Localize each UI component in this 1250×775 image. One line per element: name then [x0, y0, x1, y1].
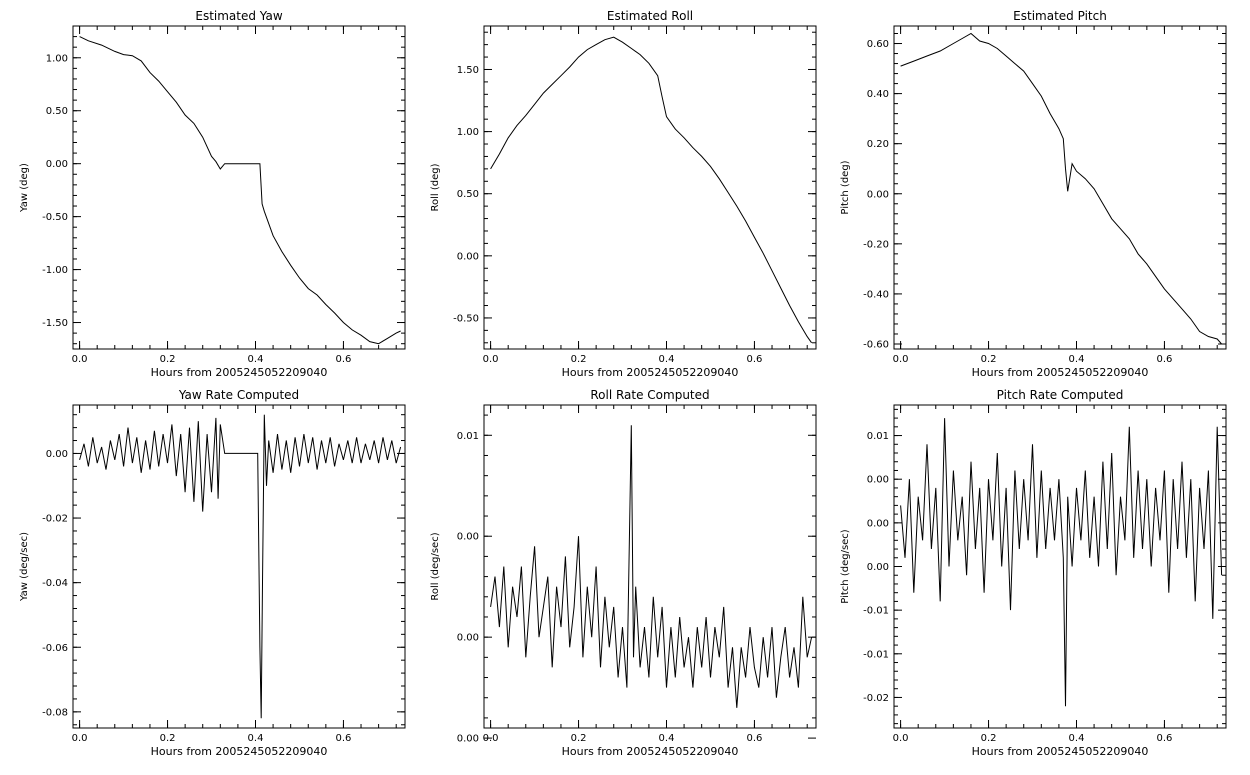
y-tick-label: -0.02 — [863, 693, 889, 704]
x-tick-label: 0.6 — [1156, 354, 1172, 365]
x-tick-label: 0.0 — [72, 733, 88, 744]
y-tick-label: 1.00 — [457, 127, 479, 138]
y-tick-label: 0.01 — [457, 431, 479, 442]
plot-frame — [483, 25, 817, 350]
y-tick-label: 1.00 — [46, 53, 68, 64]
y-tick-label: -0.04 — [42, 578, 68, 589]
y-tick-label: 0.00 — [457, 633, 479, 644]
x-axis-label: Hours from 2005245052209040 — [151, 745, 328, 758]
y-tick-label: 0.00 — [867, 189, 889, 200]
x-tick-label: 0.6 — [335, 354, 351, 365]
y-axis-label: Pitch (deg/sec) — [840, 529, 851, 604]
series-line — [490, 36, 813, 344]
plot-frame — [72, 25, 406, 350]
y-tick-label: 0.00 — [457, 251, 479, 262]
x-axis-label: Hours from 2005245052209040 — [972, 745, 1149, 758]
x-axis-label: Hours from 2005245052209040 — [562, 366, 739, 379]
plot-frame — [72, 404, 406, 729]
series-line — [900, 32, 1222, 345]
chart-title: Yaw Rate Computed — [178, 388, 299, 402]
y-tick-label: 0.20 — [867, 139, 889, 150]
y-axis-label: Pitch (deg) — [840, 160, 851, 214]
chart-title: Estimated Pitch — [1013, 9, 1107, 23]
x-tick-label: 0.6 — [335, 733, 351, 744]
y-tick-label: 0.01 — [867, 431, 889, 442]
series-line — [79, 414, 402, 719]
plot-frame — [483, 404, 817, 729]
y-tick-label: 0.00 — [867, 562, 889, 573]
x-tick-label: 0.2 — [981, 733, 997, 744]
y-axis-label: Roll (deg) — [430, 163, 441, 211]
y-tick-label: 0.50 — [46, 106, 68, 117]
y-tick-label: -0.20 — [863, 239, 889, 250]
x-tick-label: 0.4 — [248, 354, 264, 365]
x-tick-label: 0.2 — [571, 733, 587, 744]
y-axis-label: Yaw (deg/sec) — [19, 532, 30, 602]
y-tick-label: -1.00 — [42, 265, 68, 276]
panel-pitch-rate: Pitch Rate Computed Hours from 2005245052… — [840, 388, 1227, 758]
x-axis-label: Hours from 2005245052209040 — [562, 745, 739, 758]
chart-title: Roll Rate Computed — [590, 388, 709, 402]
y-tick-label: 0.00 — [457, 532, 479, 543]
y-tick-label: -0.60 — [863, 339, 889, 350]
x-tick-label: 0.2 — [160, 733, 176, 744]
series-line — [900, 418, 1223, 707]
chart-title: Estimated Yaw — [195, 9, 282, 23]
y-tick-label: 0.00 — [46, 159, 68, 170]
y-axis-label: Roll (deg/sec) — [430, 532, 441, 600]
panel-roll-rate: Roll Rate Computed Hours from 20052450522… — [430, 388, 817, 758]
x-tick-label: 0.4 — [659, 354, 675, 365]
y-tick-label: -0.50 — [453, 313, 479, 324]
y-tick-label: -0.50 — [42, 212, 68, 223]
x-axis-label: Hours from 2005245052209040 — [151, 366, 328, 379]
x-tick-label: 0.4 — [1069, 354, 1085, 365]
x-tick-label: 0.2 — [981, 354, 997, 365]
y-tick-label: 0.50 — [457, 189, 479, 200]
y-tick-label: 0.00 — [867, 518, 889, 529]
x-tick-label: 0.4 — [248, 733, 264, 744]
x-tick-label: 0.0 — [893, 733, 909, 744]
x-tick-label: 0.6 — [746, 733, 762, 744]
panel-pitch: Estimated Pitch Hours from 20052450522090… — [840, 9, 1227, 379]
chart-title: Pitch Rate Computed — [997, 388, 1124, 402]
chart-title: Estimated Roll — [607, 9, 693, 23]
x-tick-label: 0.2 — [160, 354, 176, 365]
y-tick-label: 0.00 — [867, 475, 889, 486]
y-tick-label: 0.40 — [867, 89, 889, 100]
series-line — [79, 36, 401, 345]
panel-yaw-rate: Yaw Rate Computed Hours from 200524505220… — [19, 388, 406, 758]
y-tick-label: -0.02 — [42, 514, 68, 525]
x-tick-label: 0.4 — [659, 733, 675, 744]
y-tick-label: -0.01 — [863, 649, 889, 660]
plot-frame — [893, 25, 1227, 350]
x-tick-label: 0.6 — [1156, 733, 1172, 744]
y-tick-label: -0.40 — [863, 289, 889, 300]
x-tick-label: 0.6 — [746, 354, 762, 365]
y-tick-label: 1.50 — [457, 65, 479, 76]
y-tick-label: 0.00 — [46, 449, 68, 460]
panel-yaw: Estimated Yaw Hours from 2005245052209040… — [19, 9, 406, 379]
series-line — [490, 425, 813, 708]
y-tick-label: 0.00 — [457, 734, 479, 745]
y-tick-label: -0.08 — [42, 707, 68, 718]
x-tick-label: 0.0 — [483, 354, 499, 365]
y-tick-label: -0.01 — [863, 606, 889, 617]
x-tick-label: 0.4 — [1069, 733, 1085, 744]
y-axis-label: Yaw (deg) — [19, 163, 30, 213]
y-tick-label: -1.50 — [42, 318, 68, 329]
x-axis-label: Hours from 2005245052209040 — [972, 366, 1149, 379]
y-tick-label: -0.06 — [42, 643, 68, 654]
y-tick-label: 0.60 — [867, 39, 889, 50]
panel-roll: Estimated Roll Hours from 200524505220904… — [430, 9, 817, 379]
x-tick-label: 0.0 — [893, 354, 909, 365]
x-tick-label: 0.0 — [72, 354, 88, 365]
x-tick-label: 0.2 — [571, 354, 587, 365]
